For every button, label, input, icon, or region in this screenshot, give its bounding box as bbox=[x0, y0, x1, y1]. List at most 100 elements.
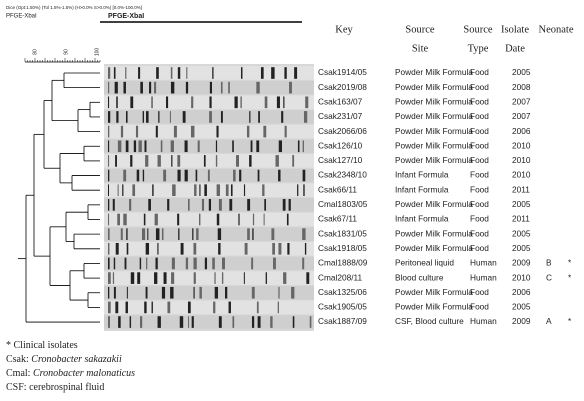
gel-band bbox=[181, 243, 184, 255]
cell-date: 2011 bbox=[512, 214, 530, 224]
gel-band bbox=[209, 111, 212, 123]
cell-neonate: A bbox=[546, 316, 552, 326]
gel-band bbox=[298, 140, 300, 152]
gel-band bbox=[217, 184, 220, 196]
gel-band bbox=[266, 272, 267, 284]
gel-band bbox=[144, 302, 146, 314]
gel-band bbox=[108, 67, 110, 79]
gel-band bbox=[240, 96, 241, 108]
gel-band bbox=[277, 96, 280, 108]
cell-date: 2005 bbox=[512, 67, 531, 77]
gel-lane bbox=[104, 95, 314, 109]
gel-band bbox=[276, 155, 279, 167]
gel-band bbox=[137, 170, 140, 182]
column-header: Site bbox=[412, 43, 429, 54]
gel-band bbox=[303, 140, 304, 152]
gel-band bbox=[244, 272, 245, 284]
gel-band bbox=[302, 258, 304, 270]
cell-site: Powder Milk Formula bbox=[395, 199, 473, 209]
gel-band bbox=[121, 228, 123, 240]
gel-band bbox=[115, 155, 117, 167]
gel-band bbox=[121, 126, 123, 138]
cell-type: Food bbox=[470, 302, 489, 312]
gel-band bbox=[123, 214, 126, 226]
gel-band bbox=[204, 184, 207, 196]
gel-band bbox=[140, 316, 142, 328]
cell-type: Food bbox=[470, 155, 489, 165]
gel-band bbox=[283, 96, 284, 108]
gel-band bbox=[253, 214, 254, 226]
cell-key: Csak2348/10 bbox=[318, 170, 367, 180]
cell-key: Csak1887/09 bbox=[318, 316, 367, 326]
gel-band bbox=[113, 272, 114, 284]
gel-band bbox=[162, 228, 164, 240]
footnote: Csak: Cronobacter sakazakii bbox=[6, 354, 122, 365]
gel-band bbox=[146, 258, 147, 270]
gel-band bbox=[279, 140, 282, 152]
scale-label: 80 bbox=[32, 49, 38, 55]
gel-band bbox=[108, 126, 109, 138]
gel-band bbox=[252, 287, 255, 299]
gel-band bbox=[226, 184, 229, 196]
gel-band bbox=[177, 155, 180, 167]
gel-band bbox=[221, 111, 223, 123]
cell-key: Csak1325/06 bbox=[318, 287, 367, 297]
gel-band bbox=[229, 302, 231, 314]
gel-band bbox=[137, 272, 140, 284]
gel-band bbox=[252, 316, 254, 328]
gel-lane bbox=[104, 227, 314, 241]
gel-band bbox=[209, 199, 211, 211]
gel-band bbox=[278, 287, 279, 299]
gel-band bbox=[131, 272, 134, 284]
gel-band bbox=[221, 82, 223, 94]
gel-band bbox=[188, 316, 189, 328]
gel-band bbox=[205, 258, 207, 270]
cell-site: Powder Milk Formula bbox=[395, 140, 473, 150]
gel-band bbox=[158, 316, 161, 328]
gel-band bbox=[218, 243, 220, 255]
gel-band bbox=[138, 140, 141, 152]
gel-band bbox=[140, 258, 141, 270]
gel-band bbox=[270, 316, 272, 328]
cell-site: Powder Milk Formula bbox=[395, 228, 473, 238]
experiment-name: PFGE-XbaI bbox=[108, 13, 144, 20]
gel-band bbox=[199, 214, 200, 226]
gel-band bbox=[247, 228, 250, 240]
cell-date: 2010 bbox=[512, 140, 531, 150]
gel-band bbox=[287, 243, 289, 255]
gel-band bbox=[278, 170, 280, 182]
gel-band bbox=[216, 126, 218, 138]
gel-lane bbox=[104, 315, 314, 329]
gel-band bbox=[292, 155, 294, 167]
gel-band bbox=[129, 199, 131, 211]
gel-band bbox=[130, 96, 133, 108]
gel-band bbox=[303, 184, 304, 196]
gel-band bbox=[164, 272, 167, 284]
gel-band bbox=[232, 140, 234, 152]
cell-type: Food bbox=[470, 140, 489, 150]
cell-key: Cmal1803/05 bbox=[318, 199, 368, 209]
gel-band bbox=[185, 170, 188, 182]
gel-band bbox=[108, 316, 110, 328]
gel-band bbox=[127, 287, 128, 299]
footnote-text: * Clinical isolates bbox=[6, 340, 78, 351]
gel-band bbox=[108, 243, 109, 255]
cell-type: Food bbox=[470, 96, 489, 106]
gel-band bbox=[114, 287, 116, 299]
column-header: Source bbox=[463, 24, 492, 35]
gel-band bbox=[116, 243, 119, 255]
cell-key: Csak126/10 bbox=[318, 140, 363, 150]
gel-band bbox=[217, 214, 219, 226]
gel-band bbox=[258, 170, 260, 182]
gel-band bbox=[116, 96, 118, 108]
gel-band bbox=[132, 184, 135, 196]
gel-band bbox=[235, 96, 238, 108]
gel-band bbox=[127, 243, 129, 255]
cell-date: 2010 bbox=[512, 155, 531, 165]
gel-band bbox=[249, 155, 251, 167]
gel-band bbox=[118, 316, 121, 328]
gel-band bbox=[108, 140, 109, 152]
gel-band bbox=[278, 243, 281, 255]
cell-site: Peritoneal liquid bbox=[395, 258, 454, 268]
column-header: Date bbox=[505, 43, 525, 54]
